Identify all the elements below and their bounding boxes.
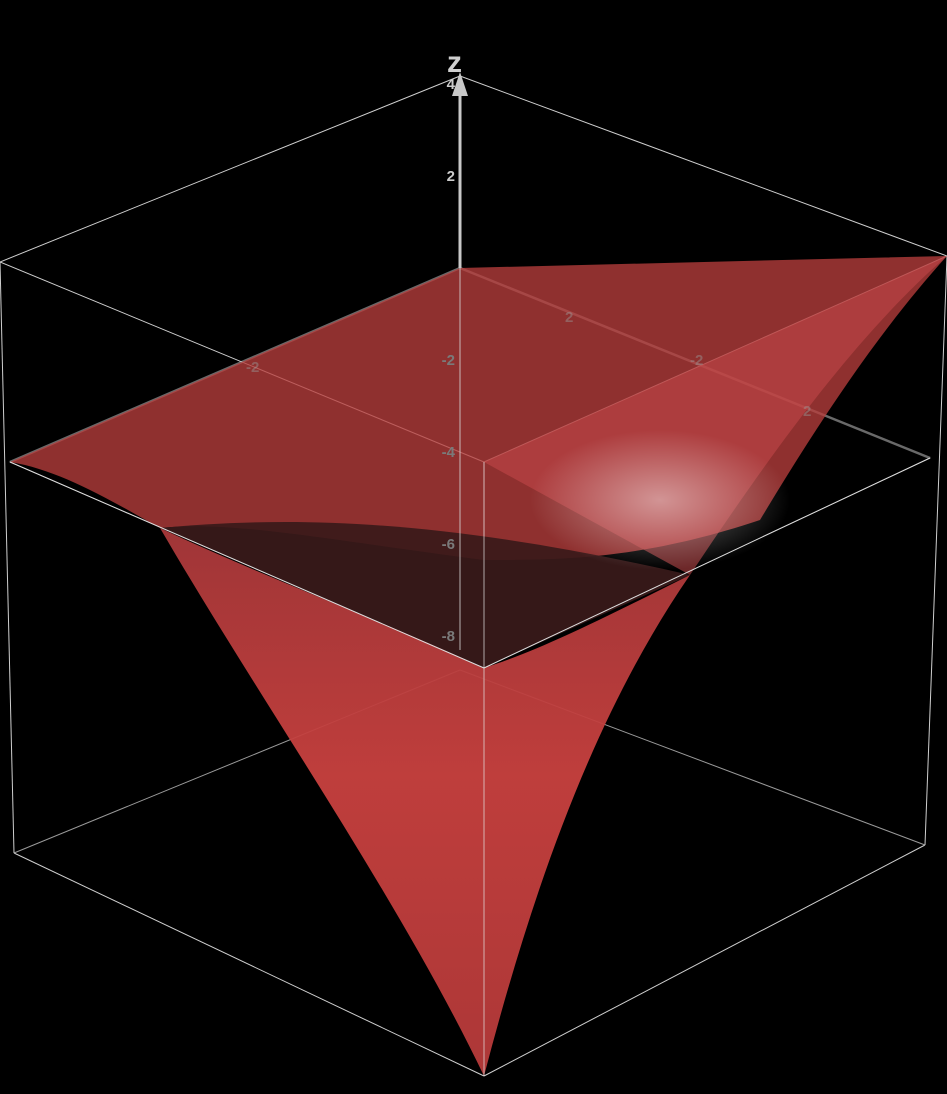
z-axis: z — [447, 46, 468, 650]
box-edge — [924, 255, 947, 846]
floor-tick-label: -2 — [246, 359, 259, 376]
surface — [10, 256, 947, 1076]
z-tick-label: -2 — [442, 352, 455, 369]
bounding-box-front — [9, 457, 931, 1076]
z-tick-label: 4 — [447, 76, 456, 93]
box-edge — [483, 457, 931, 669]
z-tick-label: 2 — [447, 168, 455, 185]
z-tick-label: -6 — [442, 536, 455, 553]
z-axis-label: z — [447, 46, 462, 79]
surface-dark-underside — [160, 522, 690, 668]
surface-highlight — [530, 430, 790, 570]
arrow-up-icon — [452, 72, 468, 96]
box-edge — [483, 844, 926, 1077]
box-edge — [13, 852, 485, 1077]
floor-tick-label: -2 — [690, 352, 703, 369]
floor-tick-labels: -2 2 -2 2 — [246, 309, 811, 420]
z-tick-label: -4 — [442, 444, 456, 461]
z-tick-label: -8 — [442, 628, 455, 645]
surface-front-sheet — [160, 528, 690, 1076]
floor-tick-label: 2 — [803, 403, 811, 420]
floor-tick-label: 2 — [565, 309, 573, 326]
z-tick-labels: 4 2 -2 -4 -6 -8 — [442, 76, 456, 645]
box-edge — [0, 261, 15, 854]
box-edge — [9, 461, 485, 669]
box-edge — [0, 75, 461, 263]
box-edge — [459, 75, 947, 257]
